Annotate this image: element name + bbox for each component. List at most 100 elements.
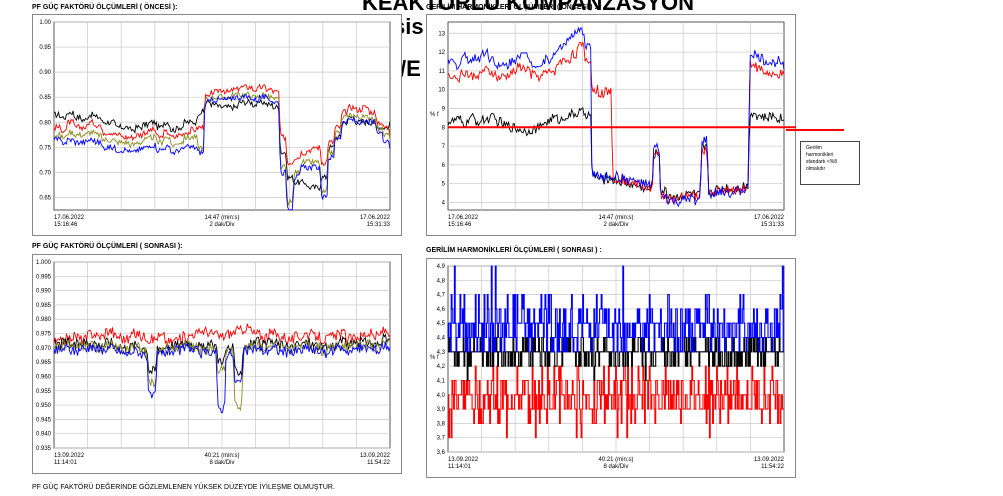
y-tick-label: 4,9 — [437, 264, 446, 270]
y-tick-label: 1.000 — [36, 260, 52, 266]
pf-after-title: PF GÜÇ FAKTÖRÜ ÖLÇÜMLERİ ( SONRASI ): — [32, 243, 183, 250]
y-tick-label: 0.965 — [36, 360, 52, 366]
y-tick-label: 0.955 — [36, 389, 52, 395]
y-tick-label: 1.00 — [39, 20, 51, 26]
y-tick-label: 0.65 — [39, 195, 51, 201]
x-start-date: 17.06.2022 — [54, 215, 85, 221]
x-duration: 14:47 (min:s) — [204, 215, 239, 221]
pf-before-chart: 1.00 0.95 0.90 0.85 0.80 0.75 0.70 0.65 17.06.20… — [32, 14, 402, 236]
series-line-black — [448, 336, 784, 382]
series-line-red — [447, 41, 785, 205]
y-tick-label: 4,0 — [437, 393, 446, 399]
series-line-red — [448, 365, 784, 439]
x-end-date: 17.06.2022 — [754, 215, 785, 221]
y-axis-label: % f — [430, 355, 439, 361]
x-end-time: 15:31:33 — [761, 222, 785, 228]
y-tick-label: 4,3 — [437, 350, 446, 356]
x-end-date: 13.09.2022 — [754, 457, 785, 463]
x-end-time: 11:54:22 — [367, 460, 391, 466]
y-tick-label: 0.85 — [39, 95, 51, 101]
y-tick-label: 7 — [442, 144, 446, 150]
y-tick-label: 3,7 — [437, 436, 446, 442]
series-line-blue — [53, 93, 391, 211]
y-tick-label: 4,6 — [437, 307, 446, 313]
series-group — [53, 83, 391, 211]
x-start-time: 11:14:01 — [54, 460, 78, 466]
harm-after-title: GERİLİM HARMONİKLERİ ÖLÇÜMLERİ ( SONRASI… — [426, 247, 602, 254]
y-axis-label: % f — [430, 112, 439, 118]
y-tick-label: 0.90 — [39, 70, 51, 76]
y-tick-label: 4,8 — [437, 278, 446, 284]
y-tick-label: 0.75 — [39, 145, 51, 151]
harmonic-limit-line-extension — [786, 129, 844, 131]
y-tick-label: 11 — [439, 69, 446, 75]
note-line: standartı <%8 — [806, 159, 837, 165]
y-tick-label: 0.980 — [36, 317, 52, 323]
y-tick-label: 4,2 — [437, 364, 446, 370]
y-tick-label: 0.935 — [36, 446, 52, 452]
footer-conclusion: PF GÜÇ FAKTÖRÜ DEĞERİNDE GÖZLEMLENEN YÜK… — [32, 484, 335, 491]
x-scale: 2 dak/Div — [209, 222, 234, 228]
y-tick-label: 0.995 — [36, 274, 52, 280]
y-tick-label: 0.985 — [36, 303, 52, 309]
y-tick-label: 8 — [442, 125, 446, 131]
pf-after-chart: 1.000 0.995 0.990 0.985 0.980 0.975 0.970 0.965… — [32, 254, 402, 474]
y-tick-label: 12 — [438, 50, 445, 56]
y-tick-label: 0.95 — [39, 45, 51, 51]
y-tick-label: 13 — [438, 31, 445, 37]
x-scale: 8 dak/Div — [603, 464, 628, 470]
series-group — [447, 27, 785, 208]
y-tick-label: 6 — [442, 163, 446, 169]
note-line: Gerilim — [806, 145, 822, 151]
y-tick-label: 0.950 — [36, 403, 52, 409]
series-line-blue — [447, 27, 785, 208]
x-start-date: 13.09.2022 — [448, 457, 479, 463]
y-tick-label: 4,5 — [437, 321, 446, 327]
harm-after-chart: 4,9 4,8 4,7 4,6 4,5 4,4 4,3 4,2 4,1 4,0 3,9 3,8 3,7 3… — [426, 258, 796, 478]
y-tick-label: 0.960 — [36, 374, 52, 380]
pf-before-title: PF GÜÇ FAKTÖRÜ ÖLÇÜMLERİ ( ÖNCESİ ): — [32, 4, 178, 11]
x-start-date: 13.09.2022 — [54, 453, 85, 459]
x-start-time: 11:14:01 — [448, 464, 472, 470]
series-line-red — [53, 83, 391, 166]
y-tick-label: 3,9 — [437, 407, 446, 413]
y-tick-label: 0.940 — [36, 432, 52, 438]
series-line-red — [53, 323, 391, 346]
harm-before-title: GERİLİM HARMONİKLERİ ÖLÇÜMLERİ ( ÖNCESİ … — [426, 4, 597, 11]
overlay-title-line3: /E — [400, 56, 421, 81]
x-end-time: 11:54:22 — [761, 464, 785, 470]
x-end-time: 15:31:33 — [367, 222, 391, 228]
y-tick-label: 9 — [442, 106, 446, 112]
y-tick-label: 3,8 — [437, 421, 446, 427]
y-tick-label: 5 — [442, 182, 446, 188]
note-line: harmonikleri — [806, 152, 834, 158]
x-scale: 8 dak/Div — [209, 460, 234, 466]
series-group — [53, 323, 391, 414]
x-duration: 40:21 (min:s) — [204, 453, 239, 459]
x-end-date: 17.06.2022 — [360, 215, 391, 221]
series-line-blue — [447, 265, 784, 353]
y-tick-label: 0.70 — [39, 170, 51, 176]
x-duration: 14:47 (min:s) — [598, 215, 633, 221]
note-line: olmalıdır — [806, 166, 826, 172]
y-tick-label: 0.945 — [36, 417, 52, 423]
x-start-time: 15:16:46 — [54, 222, 78, 228]
x-scale: 2 dak/Div — [603, 222, 628, 228]
y-tick-label: 0.975 — [36, 332, 52, 338]
y-tick-label: 10 — [438, 88, 445, 94]
y-tick-label: 3,6 — [437, 450, 446, 456]
y-tick-label: 0.80 — [39, 120, 51, 126]
x-duration: 40:21 (min:s) — [598, 457, 633, 463]
y-tick-label: 0.990 — [36, 289, 52, 295]
y-tick-label: 0.970 — [36, 346, 52, 352]
x-start-time: 15:16:46 — [448, 222, 472, 228]
y-tick-label: 4,7 — [437, 293, 446, 299]
harmonic-standard-note: Gerilim harmonikleri standartı <%8 olmal… — [800, 141, 860, 185]
series-group — [447, 265, 784, 439]
x-start-date: 17.06.2022 — [448, 215, 479, 221]
series-line-blue — [53, 341, 391, 414]
x-end-date: 13.09.2022 — [360, 453, 391, 459]
y-tick-label: 4 — [442, 200, 446, 206]
overlay-title-line1: KEAKTÖRLÜ KOMPANZASYON — [362, 0, 695, 15]
